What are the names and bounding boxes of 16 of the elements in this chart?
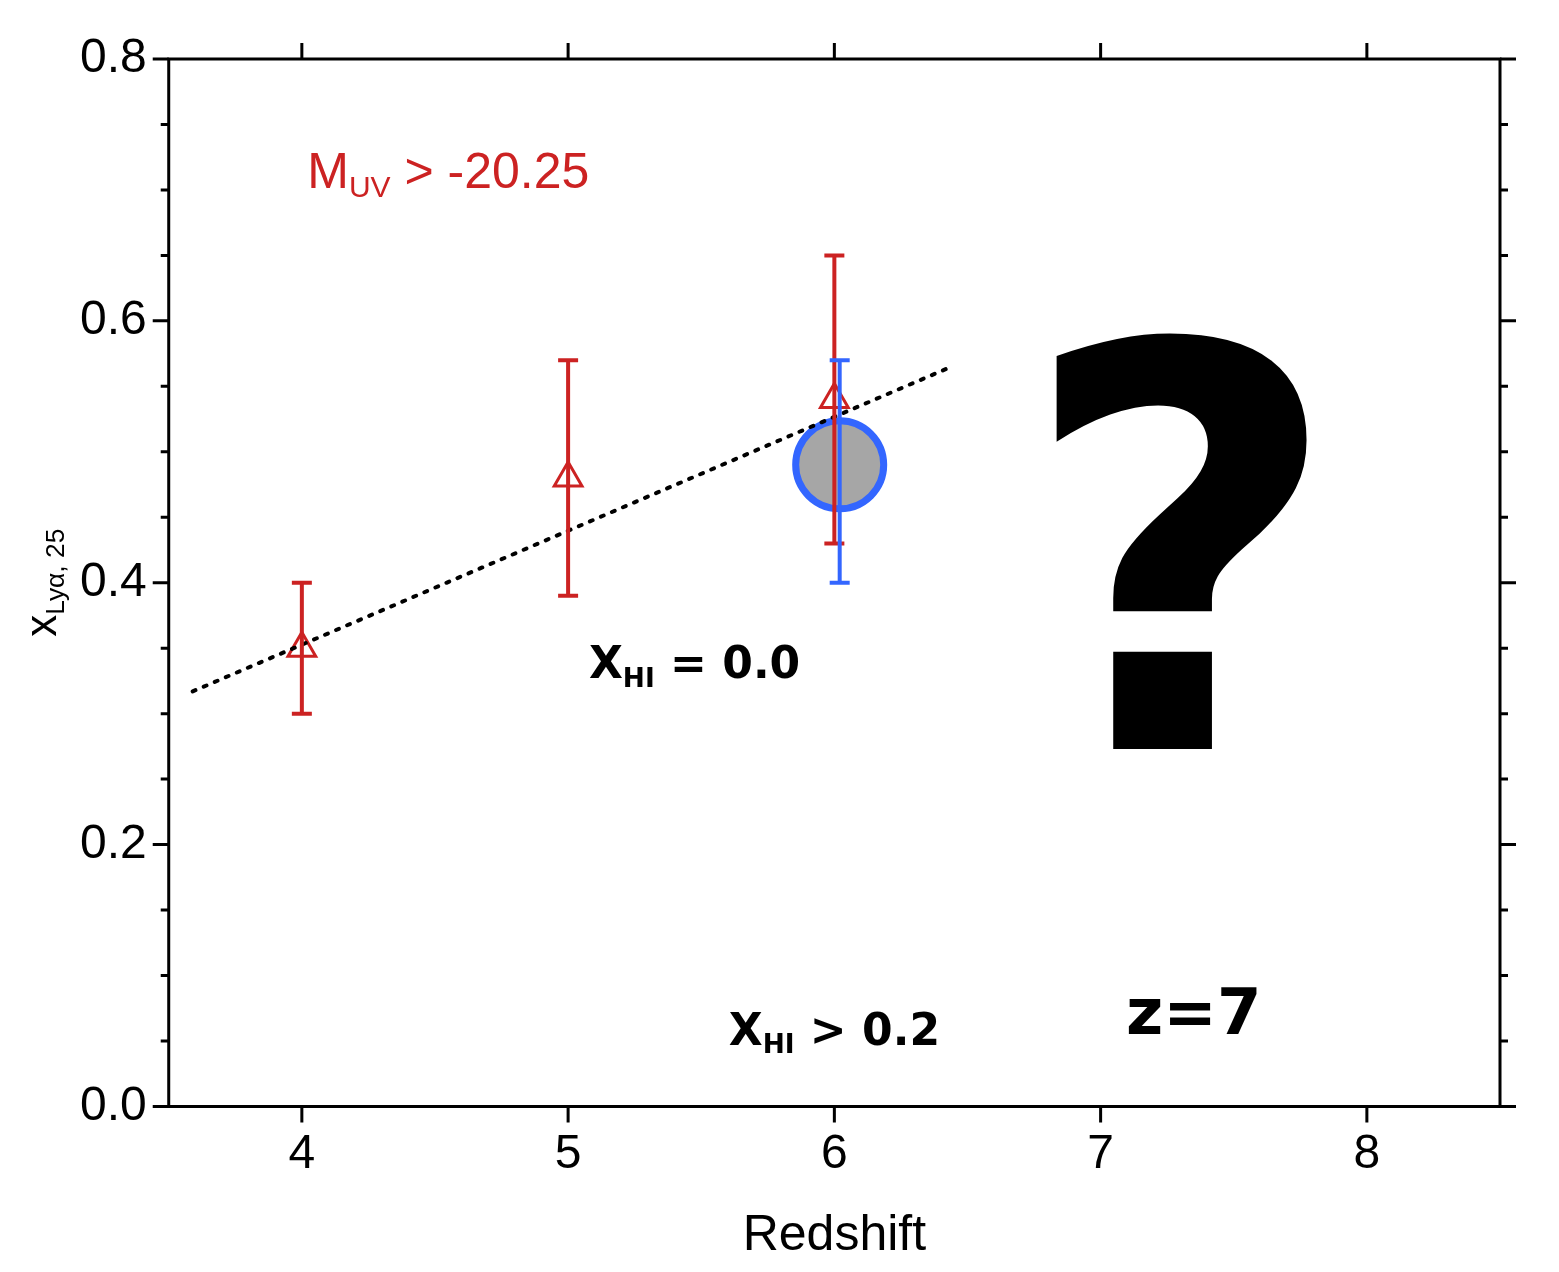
x-axis-title: Redshift: [742, 1204, 927, 1261]
annotation: z=7: [1126, 975, 1262, 1049]
x-tick-label: 6: [821, 1125, 848, 1179]
point: [552, 460, 584, 488]
y-tick-label: 0.2: [79, 814, 147, 868]
x-tick-label: 5: [554, 1125, 582, 1179]
x-tick-label: 8: [1353, 1125, 1381, 1179]
annotation: ?: [1018, 229, 1343, 882]
y-tick-label: 0.6: [79, 291, 147, 345]
point: [286, 630, 318, 658]
y-tick-label: 0.0: [79, 1076, 147, 1130]
x-tick-label: 7: [1087, 1125, 1114, 1179]
y-tick-label: 0.8: [79, 29, 147, 83]
y-tick-label: 0.4: [79, 552, 147, 606]
x-tick-label: 4: [288, 1125, 316, 1179]
y-axis-title: xLyα, 25: [16, 528, 71, 637]
